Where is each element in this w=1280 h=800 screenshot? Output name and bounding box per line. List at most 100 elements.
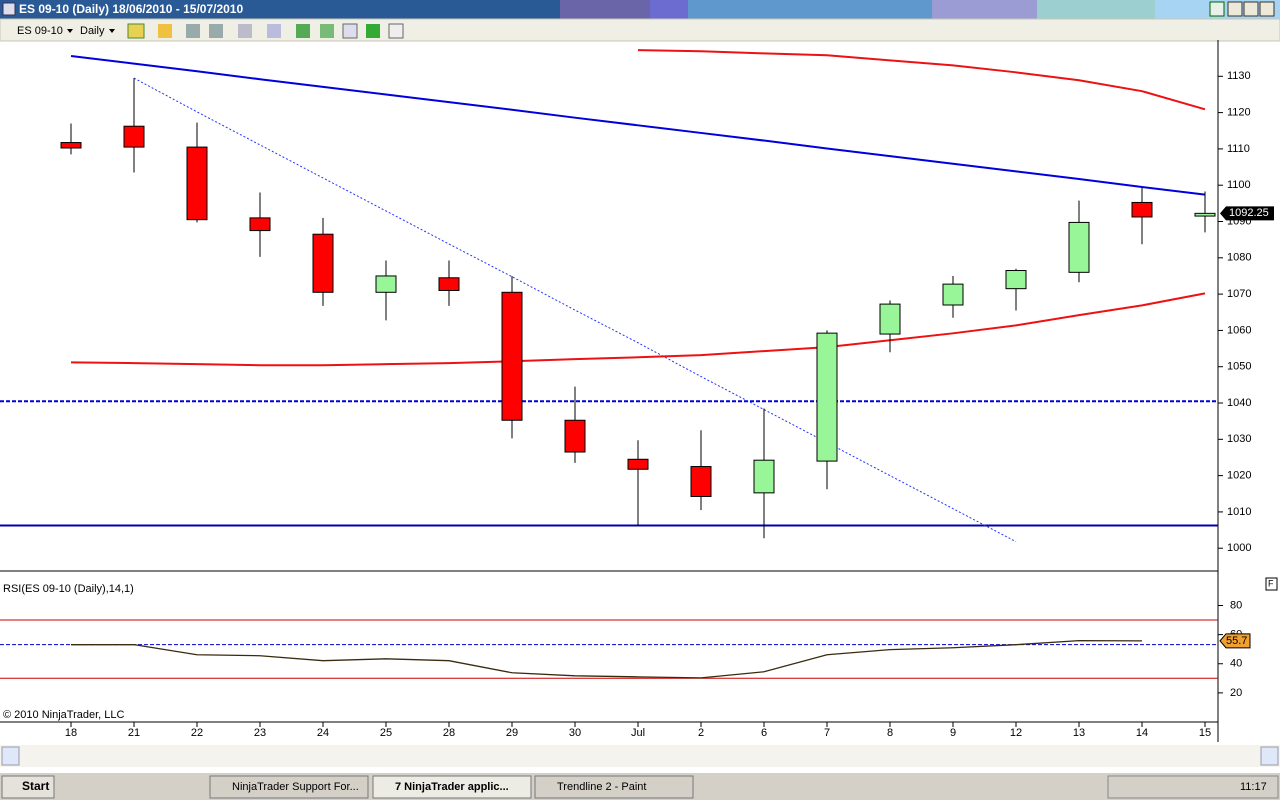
y-tick-label: 1130	[1227, 70, 1251, 82]
chart-button[interactable]	[342, 23, 358, 39]
x-tick-label: 25	[380, 727, 392, 739]
x-tick-label: 21	[128, 727, 140, 739]
candle-body	[249, 217, 271, 232]
scrollbar[interactable]	[0, 745, 1280, 767]
y-tick-label: 40	[1230, 658, 1242, 670]
period-selector[interactable]: Daily	[80, 25, 105, 37]
taskbar-button-label[interactable]: Trendline 2 - Paint	[557, 781, 646, 793]
candle-body	[690, 466, 712, 497]
taskbar-button[interactable]	[209, 775, 369, 799]
x-tick-label: 18	[65, 727, 77, 739]
title-bar-seg	[932, 0, 1037, 19]
x-tick-label: 13	[1073, 727, 1085, 739]
system-tray	[1107, 775, 1279, 799]
taskbar-button-label[interactable]: NinjaTrader Support For...	[232, 781, 359, 793]
instrument-selector[interactable]: ES 09-10	[17, 25, 63, 37]
y-tick-label: 1010	[1227, 506, 1251, 518]
minimize-button[interactable]	[1227, 1, 1243, 17]
panel-button[interactable]	[1265, 577, 1278, 591]
draw-button[interactable]	[158, 24, 172, 38]
x-tick-label: Jul	[631, 727, 645, 739]
search-button[interactable]	[267, 24, 281, 38]
candle-body	[942, 283, 964, 306]
panel-button-label[interactable]: F	[1268, 578, 1274, 588]
x-tick-label: 2	[698, 727, 704, 739]
taskbar-button[interactable]	[534, 775, 694, 799]
candle-body	[1005, 270, 1027, 290]
strategy-button[interactable]	[320, 24, 334, 38]
x-tick-label: 22	[191, 727, 203, 739]
last-price-label: 1092.25	[1229, 207, 1269, 219]
cursor-button[interactable]	[238, 24, 252, 38]
y-tick-label: 1080	[1227, 252, 1251, 264]
zoom-in-button[interactable]	[186, 24, 200, 38]
zoom-out-button[interactable]	[209, 24, 223, 38]
x-tick-label: 12	[1010, 727, 1022, 739]
y-tick-label: 1060	[1227, 324, 1251, 336]
candle-body	[123, 125, 145, 148]
title-bar-seg	[650, 0, 688, 19]
x-tick-label: 28	[443, 727, 455, 739]
scroll-right[interactable]	[1260, 746, 1279, 766]
indicator-button[interactable]	[296, 24, 310, 38]
x-tick-label: 30	[569, 727, 581, 739]
plot-area	[0, 49, 1218, 543]
toolbar-icons	[127, 23, 404, 39]
trade-button[interactable]	[366, 24, 380, 38]
last-value-tag	[1219, 633, 1251, 649]
y-tick-label: 1050	[1227, 361, 1251, 373]
y-tick-label: 1120	[1227, 107, 1251, 119]
last-value-label: 55.7	[1226, 635, 1247, 647]
x-tick-label: 14	[1136, 727, 1148, 739]
clock: 11:17	[1240, 781, 1267, 793]
x-tick-label: 15	[1199, 727, 1211, 739]
plot-area	[0, 619, 1218, 679]
candle-body	[1194, 212, 1216, 217]
x-tick-label: 8	[887, 727, 893, 739]
candle-body	[312, 233, 334, 293]
taskbar-button[interactable]	[372, 775, 532, 799]
y-tick-label: 20	[1230, 687, 1242, 699]
rsi-title: RSI(ES 09-10 (Daily),14,1)	[3, 583, 134, 595]
restore-button[interactable]	[1243, 1, 1259, 17]
candle-body	[1068, 221, 1090, 273]
y-tick-label: 1000	[1227, 542, 1251, 554]
candle-body	[753, 459, 775, 494]
start-label[interactable]: Start	[22, 779, 49, 793]
y-tick-label: 1030	[1227, 433, 1251, 445]
bar-type-button[interactable]	[127, 23, 145, 39]
x-tick-label: 23	[254, 727, 266, 739]
properties-button[interactable]	[388, 23, 404, 39]
candle-body	[60, 142, 82, 149]
link-button[interactable]	[1209, 1, 1225, 17]
x-tick-label: 24	[317, 727, 329, 739]
candle-body	[627, 458, 649, 470]
y-tick-label: 1070	[1227, 288, 1251, 300]
title-bar-seg	[688, 0, 932, 19]
title-bar-seg	[560, 0, 650, 19]
y-tick-label: 80	[1230, 599, 1242, 611]
candle-body	[1131, 201, 1153, 218]
x-tick-label: 29	[506, 727, 518, 739]
candle-body	[816, 332, 838, 462]
close-button[interactable]	[1259, 1, 1275, 17]
dropdown-arrow	[67, 29, 73, 33]
candle-body	[438, 277, 460, 291]
scroll-left[interactable]	[1, 746, 20, 766]
drawing-line	[637, 49, 1206, 111]
copyright: © 2010 NinjaTrader, LLC	[3, 709, 124, 721]
start-button[interactable]	[1, 775, 55, 799]
title-bar-seg	[1037, 0, 1155, 19]
candle-body	[564, 419, 586, 453]
window-title: ES 09-10 (Daily) 18/06/2010 - 15/07/2010	[19, 2, 243, 16]
dropdown-arrow	[109, 29, 115, 33]
y-tick-label: 1110	[1227, 143, 1250, 155]
x-tick-label: 6	[761, 727, 767, 739]
taskbar-button-label[interactable]: 7 NinjaTrader applic...	[395, 781, 509, 793]
x-tick-label: 7	[824, 727, 830, 739]
title-bar	[0, 0, 560, 19]
window-icon	[2, 2, 16, 16]
y-tick-label: 1040	[1227, 397, 1251, 409]
